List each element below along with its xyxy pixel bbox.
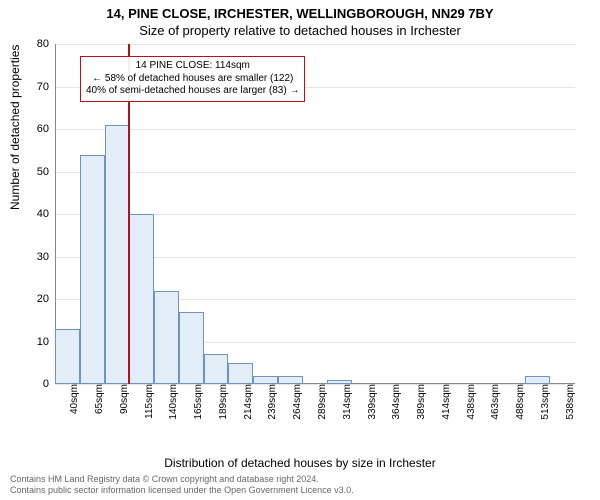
annotation-line: ← 58% of detached houses are smaller (12… (86, 73, 299, 86)
plot-area: 0102030405060708040sqm65sqm90sqm115sqm14… (55, 44, 575, 384)
x-tick-label: 140sqm (166, 384, 179, 420)
footer-line2: Contains public sector information licen… (10, 485, 590, 496)
y-tick-label: 0 (43, 378, 55, 390)
histogram-bar (204, 354, 229, 384)
x-tick-label: 389sqm (414, 384, 427, 420)
y-tick-label: 70 (37, 81, 55, 93)
y-tick-label: 40 (37, 208, 55, 220)
gridline (55, 129, 575, 130)
x-tick-label: 264sqm (290, 384, 303, 420)
x-tick-label: 239sqm (265, 384, 278, 420)
histogram-bar (154, 291, 179, 385)
x-tick-label: 438sqm (464, 384, 477, 420)
y-tick-label: 30 (37, 251, 55, 263)
y-tick-label: 10 (37, 336, 55, 348)
x-tick-label: 488sqm (513, 384, 526, 420)
y-tick-label: 80 (37, 38, 55, 50)
annotation-box: 14 PINE CLOSE: 114sqm← 58% of detached h… (80, 56, 305, 102)
annotation-line: 14 PINE CLOSE: 114sqm (86, 60, 299, 73)
y-tick-label: 50 (37, 166, 55, 178)
x-tick-label: 165sqm (191, 384, 204, 420)
chart-title-line2: Size of property relative to detached ho… (0, 21, 600, 38)
y-tick-label: 20 (37, 293, 55, 305)
chart-title-line1: 14, PINE CLOSE, IRCHESTER, WELLINGBOROUG… (0, 0, 600, 21)
annotation-line: 40% of semi-detached houses are larger (… (86, 85, 299, 98)
x-tick-label: 289sqm (315, 384, 328, 420)
histogram-bar (278, 376, 303, 385)
x-tick-label: 115sqm (142, 384, 155, 419)
x-tick-label: 339sqm (365, 384, 378, 420)
x-tick-label: 65sqm (92, 384, 105, 414)
histogram-bar (228, 363, 253, 384)
x-tick-label: 364sqm (389, 384, 402, 420)
histogram-bar (179, 312, 204, 384)
x-axis-label: Distribution of detached houses by size … (0, 456, 600, 470)
histogram-bar (253, 376, 278, 385)
x-tick-label: 90sqm (117, 384, 130, 414)
y-axis-label: Number of detached properties (8, 45, 22, 210)
x-tick-label: 314sqm (340, 384, 353, 420)
x-tick-label: 214sqm (241, 384, 254, 420)
y-tick-label: 60 (37, 123, 55, 135)
histogram-bar (525, 376, 550, 385)
histogram-bar (55, 329, 80, 384)
gridline (55, 172, 575, 173)
x-tick-label: 189sqm (216, 384, 229, 420)
x-tick-label: 538sqm (563, 384, 576, 420)
footer-attribution: Contains HM Land Registry data © Crown c… (10, 474, 590, 496)
x-tick-label: 513sqm (538, 384, 551, 420)
histogram-bar (105, 125, 130, 384)
x-tick-label: 463sqm (488, 384, 501, 420)
gridline (55, 44, 575, 45)
histogram-bar (129, 214, 154, 384)
x-tick-label: 40sqm (67, 384, 80, 414)
histogram-bar (80, 155, 105, 385)
footer-line1: Contains HM Land Registry data © Crown c… (10, 474, 590, 485)
x-tick-label: 414sqm (439, 384, 452, 420)
chart-container: 14, PINE CLOSE, IRCHESTER, WELLINGBOROUG… (0, 0, 600, 500)
